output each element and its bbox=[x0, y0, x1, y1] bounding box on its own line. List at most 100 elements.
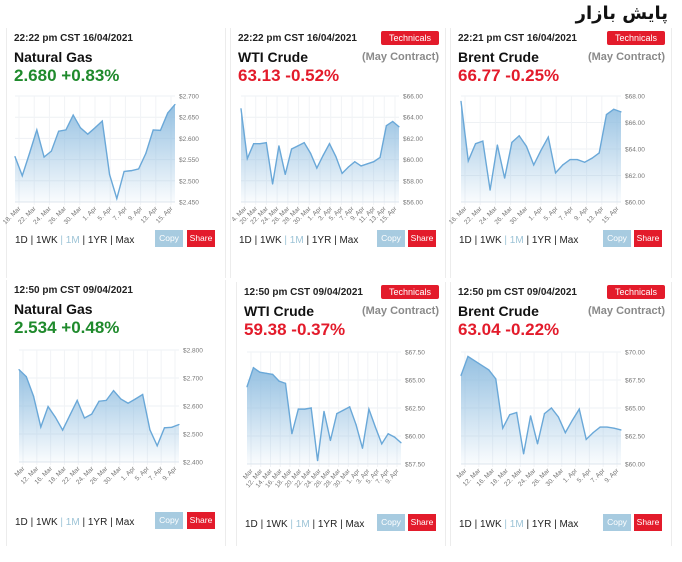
contract-label: (May Contract) bbox=[587, 305, 665, 317]
copy-button[interactable]: Copy bbox=[155, 230, 183, 247]
range-separator: | bbox=[551, 235, 560, 246]
range-1m[interactable]: 1M bbox=[509, 519, 524, 530]
data-point bbox=[94, 127, 96, 129]
technicals-button[interactable]: Technicals bbox=[607, 285, 665, 299]
range-max[interactable]: Max bbox=[339, 235, 359, 246]
data-point bbox=[585, 438, 587, 440]
data-point bbox=[259, 143, 261, 145]
commodity-name: WTI Crude bbox=[238, 49, 308, 65]
copy-button[interactable]: Copy bbox=[377, 514, 405, 531]
data-point bbox=[525, 145, 528, 147]
data-point bbox=[246, 157, 248, 160]
price-change: 59.38 -0.37% bbox=[244, 320, 345, 340]
x-tick-label: 5. Apr bbox=[543, 205, 561, 223]
range-1wk[interactable]: 1WK bbox=[35, 517, 58, 528]
commodity-name: Brent Crude bbox=[458, 49, 539, 65]
share-button[interactable]: Share bbox=[187, 230, 215, 247]
range-max[interactable]: Max bbox=[345, 519, 365, 530]
copy-button[interactable]: Copy bbox=[603, 514, 631, 531]
share-button[interactable]: Share bbox=[634, 230, 662, 247]
y-tick-label: $70.00 bbox=[625, 350, 645, 357]
share-button[interactable]: Share bbox=[408, 230, 436, 247]
data-point bbox=[149, 429, 151, 431]
range-1yr[interactable]: 1YR bbox=[311, 235, 332, 246]
range-max[interactable]: Max bbox=[559, 235, 579, 246]
x-tick-label: 15. Apr bbox=[601, 205, 621, 225]
range-1d[interactable]: 1D bbox=[245, 519, 258, 530]
range-max[interactable]: Max bbox=[115, 517, 135, 528]
change-percent: -0.22% bbox=[505, 320, 560, 339]
range-max[interactable]: Max bbox=[559, 519, 579, 530]
data-point bbox=[605, 113, 608, 116]
data-point bbox=[130, 170, 132, 172]
data-point bbox=[123, 170, 125, 173]
data-point bbox=[488, 369, 490, 371]
range-separator: | bbox=[471, 519, 480, 530]
price-value: 2.680 bbox=[14, 66, 57, 85]
data-point bbox=[523, 453, 525, 455]
y-tick-label: $60.00 bbox=[625, 462, 645, 469]
price-change: 66.77 -0.25% bbox=[458, 66, 559, 86]
range-1wk[interactable]: 1WK bbox=[265, 519, 288, 530]
data-point bbox=[349, 406, 351, 408]
data-point bbox=[278, 380, 280, 382]
data-point bbox=[496, 144, 498, 146]
copy-button[interactable]: Copy bbox=[155, 512, 183, 529]
range-1d[interactable]: 1D bbox=[459, 519, 472, 530]
range-1yr[interactable]: 1YR bbox=[531, 519, 552, 530]
share-button[interactable]: Share bbox=[187, 512, 215, 529]
range-1m[interactable]: 1M bbox=[65, 235, 80, 246]
share-button[interactable]: Share bbox=[634, 514, 662, 531]
data-point bbox=[47, 405, 49, 408]
data-point bbox=[374, 426, 376, 428]
y-tick-label: $2.800 bbox=[183, 348, 203, 355]
range-separator: | bbox=[523, 235, 532, 246]
range-1yr[interactable]: 1YR bbox=[87, 517, 108, 528]
data-point bbox=[557, 416, 559, 418]
range-1wk[interactable]: 1WK bbox=[35, 235, 58, 246]
y-tick-label: $64.00 bbox=[625, 147, 645, 154]
x-tick-label: 1. Apr bbox=[81, 205, 99, 223]
data-point bbox=[361, 447, 364, 449]
range-max[interactable]: Max bbox=[115, 235, 135, 246]
range-1m[interactable]: 1M bbox=[509, 235, 524, 246]
range-selector: 1D | 1WK | 1M | 1YR | Max bbox=[15, 516, 134, 530]
range-1yr[interactable]: 1YR bbox=[531, 235, 552, 246]
timestamp: 12:50 pm CST 09/04/2021 bbox=[14, 285, 133, 296]
copy-button[interactable]: Copy bbox=[377, 230, 405, 247]
range-1yr[interactable]: 1YR bbox=[87, 235, 108, 246]
technicals-button[interactable]: Technicals bbox=[607, 31, 665, 45]
range-1wk[interactable]: 1WK bbox=[479, 519, 502, 530]
data-point bbox=[620, 429, 622, 431]
range-1m[interactable]: 1M bbox=[289, 235, 304, 246]
range-separator: | bbox=[551, 519, 560, 530]
share-button[interactable]: Share bbox=[408, 514, 436, 531]
range-1d[interactable]: 1D bbox=[239, 235, 252, 246]
copy-button[interactable]: Copy bbox=[603, 230, 631, 247]
data-point bbox=[18, 369, 20, 371]
y-tick-label: $68.00 bbox=[625, 94, 645, 101]
change-percent: +0.83% bbox=[61, 66, 120, 85]
range-1m[interactable]: 1M bbox=[295, 519, 310, 530]
range-1d[interactable]: 1D bbox=[15, 235, 28, 246]
range-1yr[interactable]: 1YR bbox=[317, 519, 338, 530]
range-separator: | bbox=[57, 517, 66, 528]
range-1wk[interactable]: 1WK bbox=[259, 235, 282, 246]
data-point bbox=[152, 129, 154, 131]
range-1wk[interactable]: 1WK bbox=[479, 235, 502, 246]
y-tick-label: $62.50 bbox=[625, 434, 645, 441]
data-point bbox=[342, 409, 344, 411]
data-point bbox=[355, 424, 357, 426]
technicals-button[interactable]: Technicals bbox=[381, 31, 439, 45]
range-1m[interactable]: 1M bbox=[65, 517, 80, 528]
data-point bbox=[398, 126, 400, 128]
technicals-button[interactable]: Technicals bbox=[381, 285, 439, 299]
range-1d[interactable]: 1D bbox=[459, 235, 472, 246]
data-point bbox=[564, 432, 566, 434]
data-point bbox=[576, 159, 578, 161]
data-point bbox=[98, 400, 100, 402]
range-1d[interactable]: 1D bbox=[15, 517, 28, 528]
data-point bbox=[591, 157, 593, 159]
